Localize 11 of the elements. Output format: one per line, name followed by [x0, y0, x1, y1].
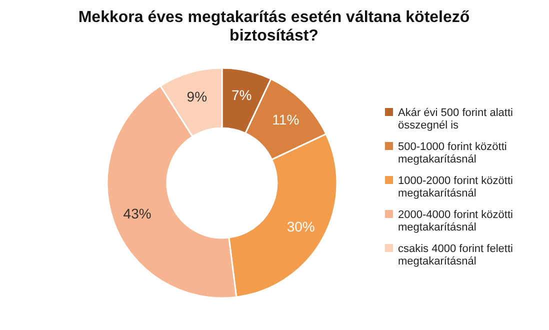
legend-label: 2000-4000 forint közötti megtakarításnál	[398, 209, 513, 234]
legend-label: Akár évi 500 forint alatti összegnél is	[398, 107, 513, 132]
data-label: 43%	[123, 205, 152, 222]
legend-label: 500-1000 forint közötti megtakarításnál	[398, 141, 507, 166]
data-label: 30%	[286, 218, 315, 234]
legend-label: 1000-2000 forint közötti megtakarításnál	[398, 175, 513, 200]
chart-title: Mekkora éves megtakarítás esetén váltana kötelező biztosítást?	[78, 9, 470, 44]
data-label: 7%	[232, 87, 252, 104]
legend-label: csakis 4000 forint feletti megtakarításnál	[398, 243, 513, 268]
data-label: 11%	[272, 111, 300, 128]
data-label: 9%	[186, 88, 208, 104]
